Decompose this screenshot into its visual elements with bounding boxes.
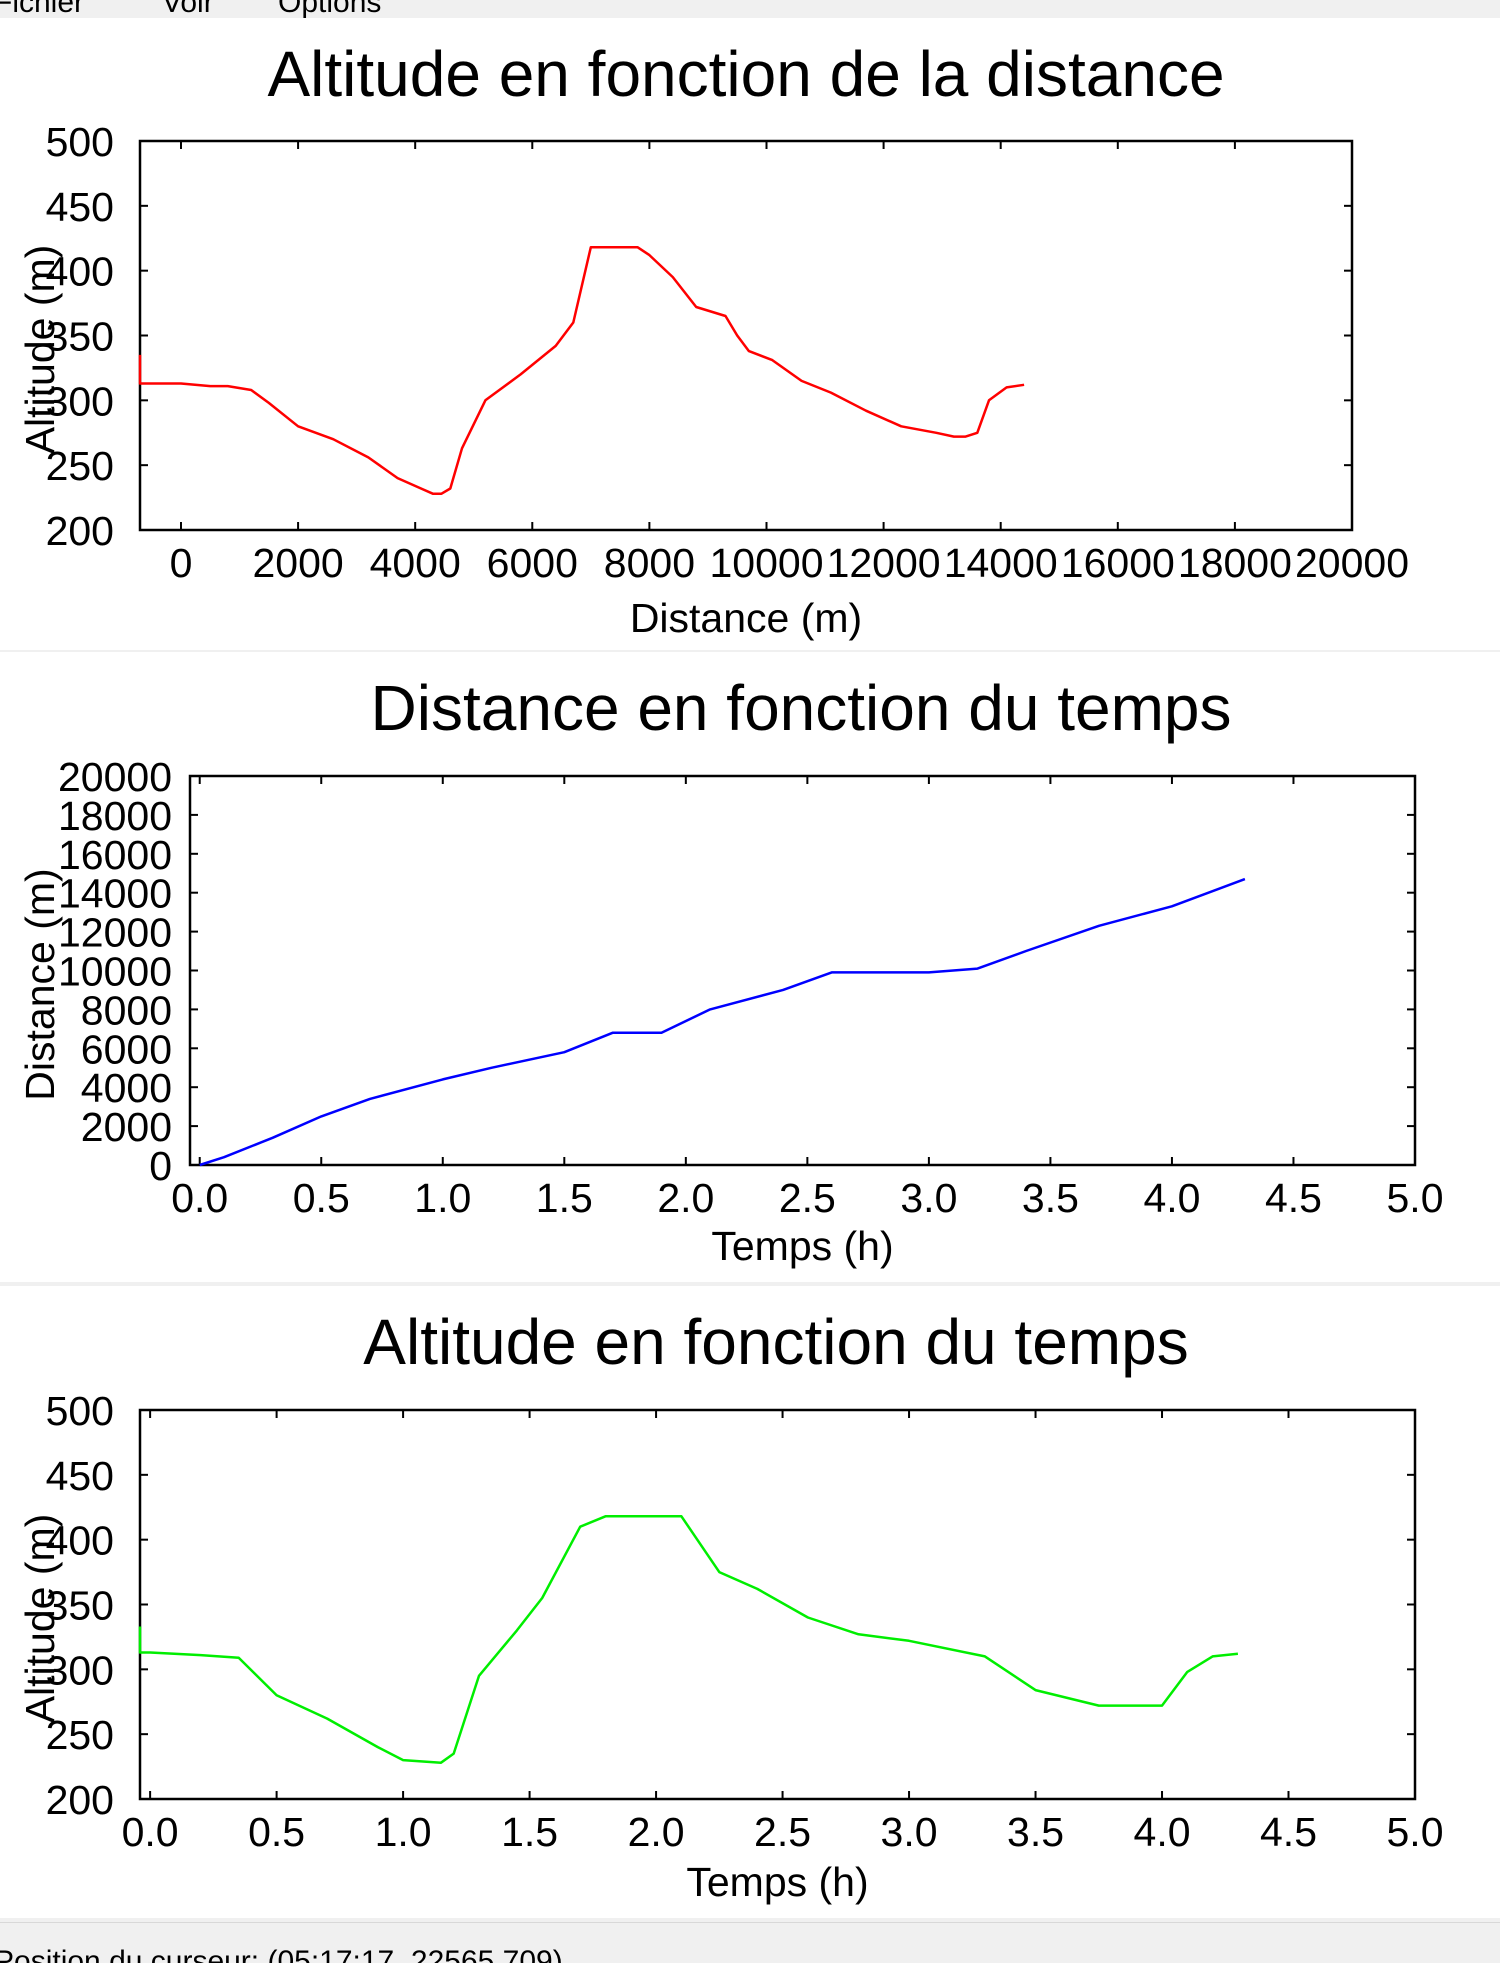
y-tick-label: 2000 — [81, 1104, 172, 1150]
x-tick-label: 3.5 — [1022, 1175, 1079, 1221]
y-tick-label: 300 — [46, 1647, 114, 1693]
x-tick-label: 1.5 — [501, 1809, 558, 1855]
x-tick-label: 1.0 — [375, 1809, 432, 1855]
x-tick-label: 0 — [170, 540, 193, 586]
y-axis-label: Distance (m) — [17, 868, 63, 1100]
x-tick-label: 14000 — [944, 540, 1058, 586]
x-tick-label: 0.5 — [293, 1175, 350, 1221]
chart-title: Distance en fonction du temps — [371, 672, 1232, 744]
y-tick-label: 4000 — [81, 1065, 172, 1111]
y-tick-label: 350 — [46, 1583, 114, 1629]
chart-panel-altitude-distance: Altitude en fonction de la distance 0 2000… — [0, 18, 1500, 650]
chart-title: Altitude en fonction de la distance — [267, 38, 1224, 110]
x-tick-label: 2.0 — [657, 1175, 714, 1221]
x-tick-label: 3.5 — [1007, 1809, 1064, 1855]
x-tick-label: 0.0 — [122, 1809, 179, 1855]
x-tick-label: 4000 — [370, 540, 461, 586]
x-tick-label: 10000 — [709, 540, 823, 586]
x-tick-label: 2.5 — [754, 1809, 811, 1855]
x-tick-label: 0.5 — [248, 1809, 305, 1855]
x-tick-label: 4.5 — [1260, 1809, 1317, 1855]
chart-panel-altitude-time: Altitude en fonction du temps 0.0 0.5 1.0 1.… — [0, 1286, 1500, 1918]
y-tick-label: 16000 — [58, 832, 172, 878]
plot-frame — [138, 139, 1354, 532]
x-tick-label: 4.0 — [1134, 1809, 1191, 1855]
y-tick-label: 12000 — [58, 910, 172, 956]
x-tick-label: 8000 — [604, 540, 695, 586]
y-tick-label: 250 — [46, 443, 114, 489]
x-tick-label: 1.0 — [414, 1175, 471, 1221]
y-tick-label: 250 — [46, 1712, 114, 1758]
x-tick-label: 0.0 — [171, 1175, 228, 1221]
x-axis-label: Temps (h) — [686, 1859, 868, 1905]
series-line-0 — [138, 246, 1025, 495]
y-tick-label: 400 — [46, 249, 114, 295]
menu-options[interactable]: Options — [278, 0, 382, 18]
y-tick-label: 400 — [46, 1518, 114, 1564]
y-tick-label: 18000 — [58, 793, 172, 839]
x-tick-label: 2.0 — [628, 1809, 685, 1855]
series-line-0 — [138, 1515, 1239, 1764]
y-tick-label: 500 — [46, 1388, 114, 1434]
x-tick-label: 3.0 — [900, 1175, 957, 1221]
y-tick-label: 0 — [149, 1143, 172, 1189]
x-tick-label: 2000 — [252, 540, 343, 586]
altitude-distance-chart[interactable]: Altitude en fonction de la distance 0 2000… — [0, 18, 1500, 650]
chart-panel-distance-time: Distance en fonction du temps 0.0 0.5 1.0 1.… — [0, 652, 1500, 1282]
y-axis-label: Altitude (m) — [17, 245, 63, 455]
y-tick-label: 300 — [46, 378, 114, 424]
chart-title: Altitude en fonction du temps — [363, 1306, 1188, 1378]
y-tick-label: 8000 — [81, 987, 172, 1033]
plot-frame — [188, 774, 1417, 1167]
y-tick-label: 200 — [46, 1777, 114, 1823]
y-tick-label: 450 — [46, 184, 114, 230]
y-tick-label: 20000 — [58, 754, 172, 800]
y-axis-label: Altitude (m) — [17, 1514, 63, 1724]
plot-frame — [138, 1408, 1417, 1801]
menu-bar: Fichier Voir Options — [0, 0, 1500, 18]
x-tick-label: 5.0 — [1387, 1809, 1444, 1855]
x-tick-label: 3.0 — [881, 1809, 938, 1855]
distance-time-chart[interactable]: Distance en fonction du temps 0.0 0.5 1.0 1.… — [0, 652, 1500, 1282]
status-bar: Position du curseur: (05:17:17, 22565.70… — [0, 1922, 1500, 1963]
y-tick-label: 14000 — [58, 871, 172, 917]
x-tick-label: 20000 — [1295, 540, 1409, 586]
altitude-time-chart[interactable]: Altitude en fonction du temps 0.0 0.5 1.0 1.… — [0, 1286, 1500, 1918]
y-tick-label: 450 — [46, 1453, 114, 1499]
y-tick-label: 500 — [46, 119, 114, 165]
y-tick-label: 200 — [46, 508, 114, 554]
x-tick-label: 4.5 — [1265, 1175, 1322, 1221]
x-tick-label: 12000 — [827, 540, 941, 586]
y-tick-label: 10000 — [58, 949, 172, 995]
y-tick-label: 6000 — [81, 1026, 172, 1072]
cursor-position-text: Position du curseur: (05:17:17, 22565.70… — [0, 1945, 563, 1963]
x-tick-label: 16000 — [1061, 540, 1175, 586]
y-tick-label: 350 — [46, 314, 114, 360]
series-line-0 — [199, 877, 1246, 1167]
x-tick-label: 6000 — [487, 540, 578, 586]
x-tick-label: 5.0 — [1387, 1175, 1444, 1221]
x-tick-label: 2.5 — [779, 1175, 836, 1221]
x-tick-label: 18000 — [1178, 540, 1292, 586]
menu-voir[interactable]: Voir — [162, 0, 214, 18]
x-axis-label: Distance (m) — [630, 595, 862, 641]
x-tick-label: 1.5 — [536, 1175, 593, 1221]
x-tick-label: 4.0 — [1143, 1175, 1200, 1221]
menu-fichier[interactable]: Fichier — [0, 0, 85, 18]
x-axis-label: Temps (h) — [711, 1223, 893, 1269]
